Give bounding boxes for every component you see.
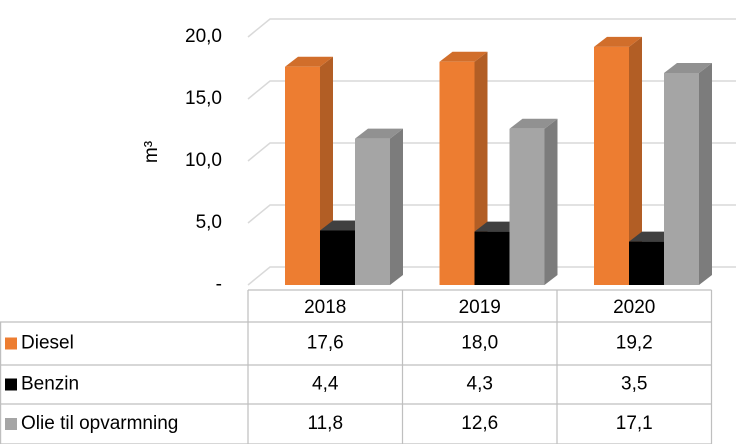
grid-line [247,80,736,100]
bar-front [594,46,629,285]
bar-front [509,128,545,285]
bar-top [285,56,333,67]
bar [509,118,558,285]
table-value: 17,6 [307,333,344,354]
grid-line [247,266,736,286]
bar-side [544,118,558,285]
bar-top [594,36,642,47]
table-value: 4,3 [467,374,493,395]
x-tick-label: 2018 [304,297,346,318]
table-value: 11,8 [307,413,343,434]
bar-front [474,231,510,285]
legend-swatch [5,378,17,391]
table-value: 19,2 [616,333,653,354]
bar-top [509,118,558,129]
y-tick-label: 15,0 [185,88,222,109]
grid-line [247,18,736,38]
bar-top [664,62,712,73]
bar-front [629,241,664,285]
grid-line [247,142,736,162]
table-value: 12,6 [461,413,498,434]
y-tick-label: 20,0 [185,26,222,47]
y-tick-label: - [216,274,222,295]
x-tick-label: 2020 [613,297,655,318]
bar-side [629,36,642,285]
bar-front [320,230,355,285]
table-value: 4,4 [312,374,339,395]
legend-swatch [5,418,17,430]
legend-label: Benzin [21,374,79,395]
legend-label: Diesel [21,333,74,354]
legend-label: Olie til opvarmning [21,413,178,434]
bar [594,36,642,285]
y-axis-label: m³ [141,141,162,163]
bar [355,128,403,285]
table-value: 3,5 [621,374,647,395]
table-value: 17,1 [616,413,653,434]
x-tick-label: 2019 [459,297,501,318]
bar-side [699,62,712,286]
bar-front [285,66,320,285]
bar-front [664,72,699,286]
bar-front [439,61,475,285]
table-value: 18,0 [461,333,498,354]
bar-top [439,51,488,62]
bar-side [390,128,403,285]
legend-swatch [5,337,17,350]
y-tick-label: 5,0 [196,212,222,233]
grid-line [247,204,736,224]
y-tick-label: 10,0 [185,150,222,171]
bar [664,62,712,286]
bar [439,51,488,285]
bar-top [355,128,403,139]
bar-front [355,138,390,285]
